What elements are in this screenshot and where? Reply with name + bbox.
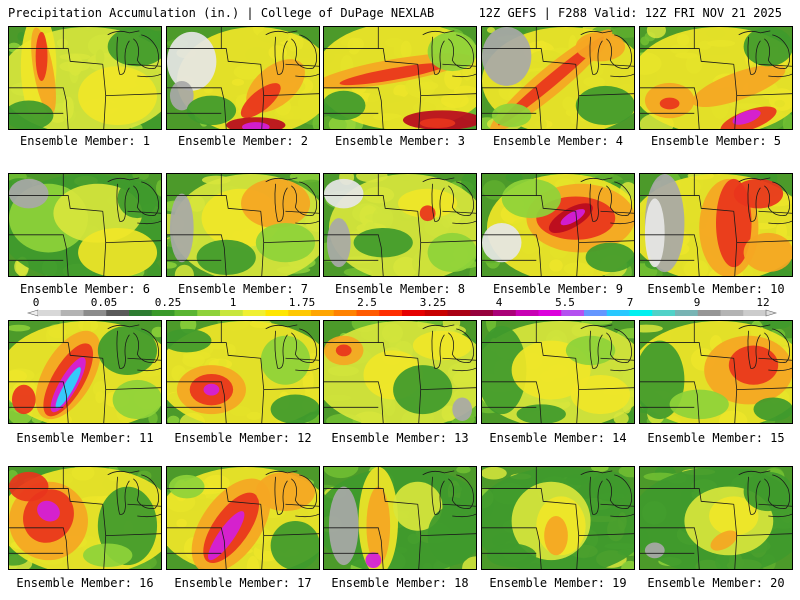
colorbar-tick-label: 3.25 [419,296,447,309]
colorbar-swatch [470,310,494,316]
colorbar-swatch [242,310,266,316]
colorbar-tick-label: 1.75 [288,296,316,309]
colorbar-swatch [629,310,653,316]
colorbar-tick-label: 1 [229,296,237,309]
member-label-19: Ensemble Member: 19 [489,576,627,590]
colorbar-swatch [675,310,699,316]
member-map-5 [639,26,793,130]
member-map-1 [8,26,162,130]
member-map-18 [323,466,477,570]
member-map-6 [8,173,162,277]
colorbar-swatch [743,310,767,316]
member-map-20 [639,466,793,570]
member-label-9: Ensemble Member: 9 [492,282,624,296]
member-label-17: Ensemble Member: 17 [174,576,312,590]
chart-title: Precipitation Accumulation (in.) | Colle… [8,6,435,20]
colorbar-swatch [447,310,471,316]
colorbar-tick-label: 7 [626,296,634,309]
colorbar-swatch [606,310,630,316]
colorbar-swatch [83,310,107,316]
member-map-3 [323,26,477,130]
colorbar-swatch [38,310,62,316]
colorbar-swatch [356,310,380,316]
member-label-10: Ensemble Member: 10 [647,282,785,296]
colorbar-swatch [379,310,403,316]
colorbar-swatch [311,310,335,316]
colorbar-swatch [720,310,744,316]
colorbar-swatch [129,310,153,316]
member-label-15: Ensemble Member: 15 [647,431,785,445]
member-map-15 [639,320,793,424]
colorbar-tick-label: 2.5 [357,296,377,309]
member-map-19 [481,466,635,570]
colorbar-swatch [538,310,562,316]
colorbar-swatch [220,310,244,316]
member-label-11: Ensemble Member: 11 [16,431,154,445]
member-label-16: Ensemble Member: 16 [16,576,154,590]
model-run-info: 12Z GEFS | F288 Valid: 12Z FRI NOV 21 20… [478,6,782,20]
colorbar-swatch [424,310,448,316]
colorbar-swatch [333,310,357,316]
member-map-11 [8,320,162,424]
member-map-16 [8,466,162,570]
member-label-2: Ensemble Member: 2 [177,134,309,148]
colorbar-swatch [493,310,517,316]
colorbar-swatch [265,310,289,316]
member-map-13 [323,320,477,424]
member-label-1: Ensemble Member: 1 [19,134,151,148]
member-map-4 [481,26,635,130]
colorbar-tick-label: 9 [693,296,701,309]
colorbar-swatch [288,310,312,316]
precip-colorbar [26,309,778,317]
colorbar-swatch [402,310,426,316]
colorbar-swatch [174,310,198,316]
member-map-17 [166,466,320,570]
member-map-2 [166,26,320,130]
member-label-6: Ensemble Member: 6 [19,282,151,296]
colorbar-swatch [151,310,175,316]
member-label-18: Ensemble Member: 18 [331,576,469,590]
colorbar-swatch [561,310,585,316]
member-label-12: Ensemble Member: 12 [174,431,312,445]
colorbar-swatch [515,310,539,316]
colorbar-max-arrow [765,309,778,317]
member-label-8: Ensemble Member: 8 [334,282,466,296]
colorbar-swatch [197,310,221,316]
colorbar-swatch [60,310,84,316]
colorbar-tick-label: 0.25 [154,296,182,309]
member-map-10 [639,173,793,277]
member-label-7: Ensemble Member: 7 [177,282,309,296]
member-label-14: Ensemble Member: 14 [489,431,627,445]
colorbar-tick-label: 5.5 [555,296,575,309]
colorbar-swatch [697,310,721,316]
member-map-8 [323,173,477,277]
member-map-9 [481,173,635,277]
colorbar-tick-label: 0 [32,296,40,309]
member-label-4: Ensemble Member: 4 [492,134,624,148]
colorbar-swatch [584,310,608,316]
member-label-5: Ensemble Member: 5 [650,134,782,148]
member-map-7 [166,173,320,277]
colorbar-swatch [652,310,676,316]
member-label-13: Ensemble Member: 13 [331,431,469,445]
member-map-14 [481,320,635,424]
colorbar-tick-label: 0.05 [90,296,118,309]
colorbar-tick-label: 4 [495,296,503,309]
colorbar-min-arrow [26,309,39,317]
member-label-3: Ensemble Member: 3 [334,134,466,148]
member-label-20: Ensemble Member: 20 [647,576,785,590]
colorbar-swatch [106,310,130,316]
member-map-12 [166,320,320,424]
colorbar-tick-label: 12 [756,296,770,309]
